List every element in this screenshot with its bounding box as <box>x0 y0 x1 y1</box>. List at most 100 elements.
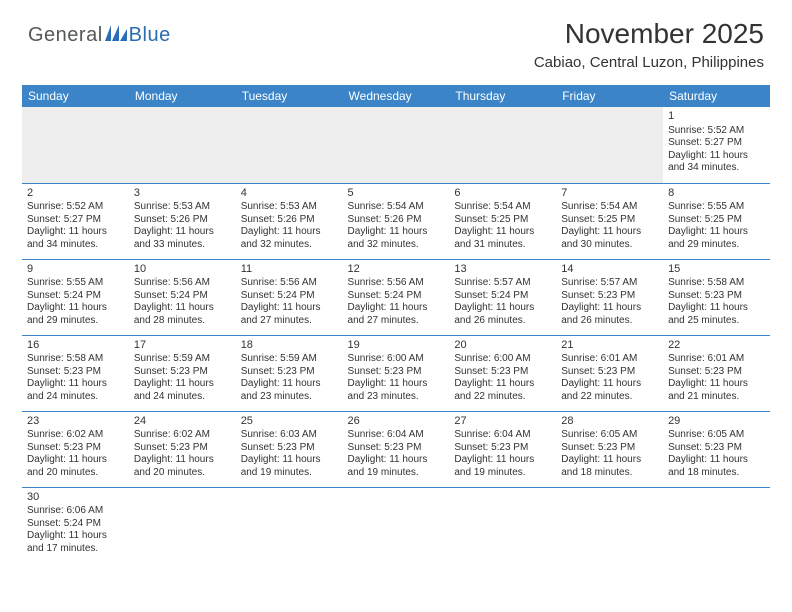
sunrise-line: Sunrise: 6:03 AM <box>241 429 338 442</box>
day-cell: 10Sunrise: 5:56 AMSunset: 5:24 PMDayligh… <box>129 259 236 335</box>
day-cell: 11Sunrise: 5:56 AMSunset: 5:24 PMDayligh… <box>236 259 343 335</box>
daylight-line: Daylight: 11 hours and 24 minutes. <box>27 378 124 403</box>
sunset-line: Sunset: 5:24 PM <box>348 290 445 303</box>
day-cell: 26Sunrise: 6:04 AMSunset: 5:23 PMDayligh… <box>343 411 450 487</box>
logo-text-general: General <box>28 24 103 47</box>
day-cell: 13Sunrise: 5:57 AMSunset: 5:24 PMDayligh… <box>449 259 556 335</box>
day-cell <box>556 487 663 563</box>
sunset-line: Sunset: 5:24 PM <box>27 518 124 531</box>
daylight-line: Daylight: 11 hours and 29 minutes. <box>668 226 765 251</box>
day-cell: 15Sunrise: 5:58 AMSunset: 5:23 PMDayligh… <box>663 259 770 335</box>
sunrise-line: Sunrise: 6:00 AM <box>454 353 551 366</box>
day-number: 8 <box>668 187 765 201</box>
day-cell: 7Sunrise: 5:54 AMSunset: 5:25 PMDaylight… <box>556 183 663 259</box>
daylight-line: Daylight: 11 hours and 20 minutes. <box>134 454 231 479</box>
day-number: 28 <box>561 415 658 429</box>
daylight-line: Daylight: 11 hours and 18 minutes. <box>668 454 765 479</box>
day-number: 25 <box>241 415 338 429</box>
sunset-line: Sunset: 5:23 PM <box>668 366 765 379</box>
sunrise-line: Sunrise: 5:59 AM <box>134 353 231 366</box>
day-cell <box>343 487 450 563</box>
sunset-line: Sunset: 5:23 PM <box>134 442 231 455</box>
day-cell: 16Sunrise: 5:58 AMSunset: 5:23 PMDayligh… <box>22 335 129 411</box>
day-number: 13 <box>454 263 551 277</box>
sunrise-line: Sunrise: 5:54 AM <box>561 201 658 214</box>
sunset-line: Sunset: 5:26 PM <box>348 214 445 227</box>
daylight-line: Daylight: 11 hours and 23 minutes. <box>241 378 338 403</box>
day-number: 27 <box>454 415 551 429</box>
day-cell: 24Sunrise: 6:02 AMSunset: 5:23 PMDayligh… <box>129 411 236 487</box>
logo-text-blue: Blue <box>129 24 171 47</box>
day-cell: 4Sunrise: 5:53 AMSunset: 5:26 PMDaylight… <box>236 183 343 259</box>
sunset-line: Sunset: 5:24 PM <box>134 290 231 303</box>
day-number: 3 <box>134 187 231 201</box>
day-cell: 1Sunrise: 5:52 AMSunset: 5:27 PMDaylight… <box>663 107 770 183</box>
sunset-line: Sunset: 5:23 PM <box>348 442 445 455</box>
day-number: 21 <box>561 339 658 353</box>
day-number: 9 <box>27 263 124 277</box>
day-number: 30 <box>27 491 124 505</box>
day-number: 19 <box>348 339 445 353</box>
sunset-line: Sunset: 5:23 PM <box>241 366 338 379</box>
daylight-line: Daylight: 11 hours and 31 minutes. <box>454 226 551 251</box>
sunrise-line: Sunrise: 5:52 AM <box>668 125 765 138</box>
sunrise-line: Sunrise: 6:02 AM <box>134 429 231 442</box>
week-row: 1Sunrise: 5:52 AMSunset: 5:27 PMDaylight… <box>22 107 770 183</box>
day-number: 5 <box>348 187 445 201</box>
sunrise-line: Sunrise: 5:59 AM <box>241 353 338 366</box>
sunset-line: Sunset: 5:27 PM <box>27 214 124 227</box>
daylight-line: Daylight: 11 hours and 30 minutes. <box>561 226 658 251</box>
day-header: Wednesday <box>343 85 450 107</box>
day-number: 10 <box>134 263 231 277</box>
daylight-line: Daylight: 11 hours and 19 minutes. <box>348 454 445 479</box>
day-cell: 18Sunrise: 5:59 AMSunset: 5:23 PMDayligh… <box>236 335 343 411</box>
day-cell: 22Sunrise: 6:01 AMSunset: 5:23 PMDayligh… <box>663 335 770 411</box>
week-row: 16Sunrise: 5:58 AMSunset: 5:23 PMDayligh… <box>22 335 770 411</box>
daylight-line: Daylight: 11 hours and 25 minutes. <box>668 302 765 327</box>
daylight-line: Daylight: 11 hours and 27 minutes. <box>348 302 445 327</box>
title-block: November 2025 Cabiao, Central Luzon, Phi… <box>534 18 764 71</box>
daylight-line: Daylight: 11 hours and 32 minutes. <box>348 226 445 251</box>
day-cell: 14Sunrise: 5:57 AMSunset: 5:23 PMDayligh… <box>556 259 663 335</box>
sunset-line: Sunset: 5:27 PM <box>668 137 765 150</box>
sunrise-line: Sunrise: 5:55 AM <box>27 277 124 290</box>
day-cell <box>556 107 663 183</box>
sunrise-line: Sunrise: 5:57 AM <box>454 277 551 290</box>
daylight-line: Daylight: 11 hours and 24 minutes. <box>134 378 231 403</box>
daylight-line: Daylight: 11 hours and 19 minutes. <box>241 454 338 479</box>
sunset-line: Sunset: 5:24 PM <box>454 290 551 303</box>
daylight-line: Daylight: 11 hours and 19 minutes. <box>454 454 551 479</box>
day-cell <box>129 107 236 183</box>
day-header-row: Sunday Monday Tuesday Wednesday Thursday… <box>22 85 770 107</box>
sunset-line: Sunset: 5:25 PM <box>561 214 658 227</box>
logo: General Blue <box>28 24 171 47</box>
sunrise-line: Sunrise: 5:55 AM <box>668 201 765 214</box>
day-header: Sunday <box>22 85 129 107</box>
sunrise-line: Sunrise: 5:56 AM <box>241 277 338 290</box>
day-number: 14 <box>561 263 658 277</box>
day-number: 23 <box>27 415 124 429</box>
day-cell <box>236 487 343 563</box>
day-cell: 21Sunrise: 6:01 AMSunset: 5:23 PMDayligh… <box>556 335 663 411</box>
day-cell: 25Sunrise: 6:03 AMSunset: 5:23 PMDayligh… <box>236 411 343 487</box>
day-number: 24 <box>134 415 231 429</box>
sunset-line: Sunset: 5:23 PM <box>454 366 551 379</box>
day-cell: 12Sunrise: 5:56 AMSunset: 5:24 PMDayligh… <box>343 259 450 335</box>
day-header: Monday <box>129 85 236 107</box>
day-cell <box>236 107 343 183</box>
day-cell: 30Sunrise: 6:06 AMSunset: 5:24 PMDayligh… <box>22 487 129 563</box>
sunrise-line: Sunrise: 6:05 AM <box>668 429 765 442</box>
week-row: 23Sunrise: 6:02 AMSunset: 5:23 PMDayligh… <box>22 411 770 487</box>
daylight-line: Daylight: 11 hours and 34 minutes. <box>27 226 124 251</box>
day-number: 2 <box>27 187 124 201</box>
sunrise-line: Sunrise: 5:58 AM <box>27 353 124 366</box>
sunrise-line: Sunrise: 5:53 AM <box>134 201 231 214</box>
sunrise-line: Sunrise: 5:56 AM <box>348 277 445 290</box>
daylight-line: Daylight: 11 hours and 18 minutes. <box>561 454 658 479</box>
daylight-line: Daylight: 11 hours and 29 minutes. <box>27 302 124 327</box>
day-cell: 5Sunrise: 5:54 AMSunset: 5:26 PMDaylight… <box>343 183 450 259</box>
sunset-line: Sunset: 5:26 PM <box>241 214 338 227</box>
daylight-line: Daylight: 11 hours and 17 minutes. <box>27 530 124 555</box>
day-cell: 3Sunrise: 5:53 AMSunset: 5:26 PMDaylight… <box>129 183 236 259</box>
day-header: Saturday <box>663 85 770 107</box>
